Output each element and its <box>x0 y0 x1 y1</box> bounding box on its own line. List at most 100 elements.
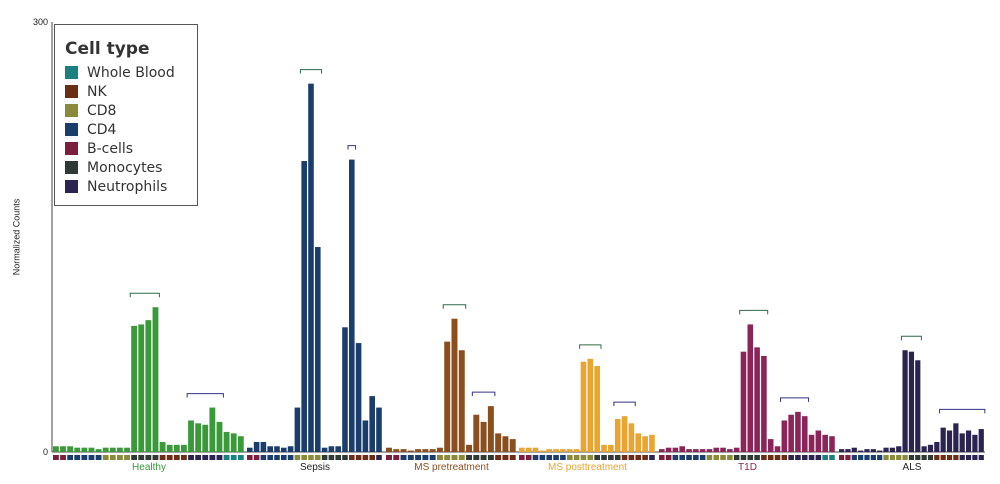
bar <box>781 420 788 452</box>
cell-type-marker <box>444 455 451 460</box>
bar <box>845 449 851 452</box>
cell-type-marker <box>466 455 473 460</box>
bar <box>230 433 237 452</box>
bar <box>808 434 815 452</box>
bar <box>188 420 194 452</box>
significance-bracket <box>347 145 357 150</box>
bar <box>767 439 774 452</box>
bar <box>573 449 580 452</box>
bar <box>642 436 648 452</box>
bar <box>815 430 822 452</box>
legend-item: Monocytes <box>65 158 197 177</box>
bar <box>131 325 138 452</box>
significance-bracket <box>739 309 769 315</box>
legend-item: B-cells <box>65 139 197 158</box>
bar <box>53 446 59 452</box>
cell-type-marker <box>733 455 740 460</box>
cell-type-marker <box>889 455 895 460</box>
cell-type-marker <box>321 455 328 460</box>
legend: Cell type Whole Blood NK CD8 CD4 B-cells Mono… <box>54 24 198 206</box>
cell-type-marker <box>747 455 754 460</box>
bar <box>635 433 642 452</box>
bar <box>281 447 287 452</box>
cell-type-marker <box>502 455 509 460</box>
bar <box>665 447 672 452</box>
y-tick-label: 300 <box>33 17 48 27</box>
bar <box>788 414 794 452</box>
cell-type-marker <box>754 455 760 460</box>
legend-swatch <box>65 161 78 174</box>
cell-type-marker <box>301 455 307 460</box>
bar <box>532 447 539 452</box>
legend-label: B-cells <box>87 140 134 157</box>
bar <box>173 444 180 452</box>
cell-type-marker <box>415 455 422 460</box>
cell-type-marker <box>458 455 465 460</box>
cell-type-marker <box>699 455 706 460</box>
cell-type-marker <box>274 455 280 460</box>
bar <box>342 327 348 452</box>
cell-type-marker <box>195 455 202 460</box>
bar <box>349 159 355 452</box>
bar <box>546 449 553 452</box>
cell-type-marker <box>216 455 223 460</box>
group-label: T1D <box>738 462 757 473</box>
cell-type-marker <box>815 455 822 460</box>
cell-type-marker <box>672 455 679 460</box>
cell-type-marker <box>801 455 808 460</box>
bar <box>202 424 209 452</box>
bar <box>145 320 152 452</box>
cell-type-marker <box>74 455 81 460</box>
cell-type-marker <box>665 455 672 460</box>
cell-type-marker <box>145 455 152 460</box>
bar <box>940 427 946 452</box>
bar <box>124 447 130 452</box>
cell-type-marker <box>407 455 414 460</box>
cell-type-marker <box>601 455 607 460</box>
bar <box>801 416 808 452</box>
cell-type-marker <box>693 455 699 460</box>
cell-type-marker <box>858 455 864 460</box>
bar <box>328 446 335 452</box>
bar <box>754 347 760 452</box>
cell-type-marker <box>308 455 314 460</box>
bar <box>400 449 407 452</box>
bar <box>117 447 123 452</box>
y-axis-label: Normalized Counts <box>11 198 22 276</box>
bar <box>829 436 835 452</box>
bar <box>88 447 95 452</box>
group-label: MS posttreatment <box>548 462 627 473</box>
legend-swatch <box>65 123 78 136</box>
bar <box>795 411 801 452</box>
bar <box>473 414 480 452</box>
bar <box>487 406 494 452</box>
cell-type-marker <box>525 455 532 460</box>
cell-type-marker <box>281 455 287 460</box>
bar <box>747 324 754 452</box>
cell-type-marker <box>53 455 59 460</box>
bar <box>693 449 699 452</box>
cell-type-marker <box>509 455 516 460</box>
bar <box>649 434 655 452</box>
cell-type-marker <box>608 455 614 460</box>
cell-type-marker <box>287 455 294 460</box>
brackets <box>129 69 986 414</box>
bar <box>253 441 260 452</box>
bar <box>902 350 908 452</box>
cell-type-marker <box>845 455 851 460</box>
cell-type-marker <box>349 455 355 460</box>
cell-type-marker <box>429 455 436 460</box>
cell-type-marker <box>649 455 655 460</box>
legend-label: Whole Blood <box>87 64 175 81</box>
significance-bracket <box>780 397 810 402</box>
bar <box>953 423 959 452</box>
cell-type-marker <box>587 455 594 460</box>
bar <box>415 449 422 452</box>
cell-type-marker <box>369 455 375 460</box>
cell-type-marker <box>883 455 889 460</box>
bar <box>195 423 202 452</box>
legend-label: NK <box>87 83 107 100</box>
group-label: Sepsis <box>300 462 330 473</box>
cell-type-marker <box>946 455 953 460</box>
